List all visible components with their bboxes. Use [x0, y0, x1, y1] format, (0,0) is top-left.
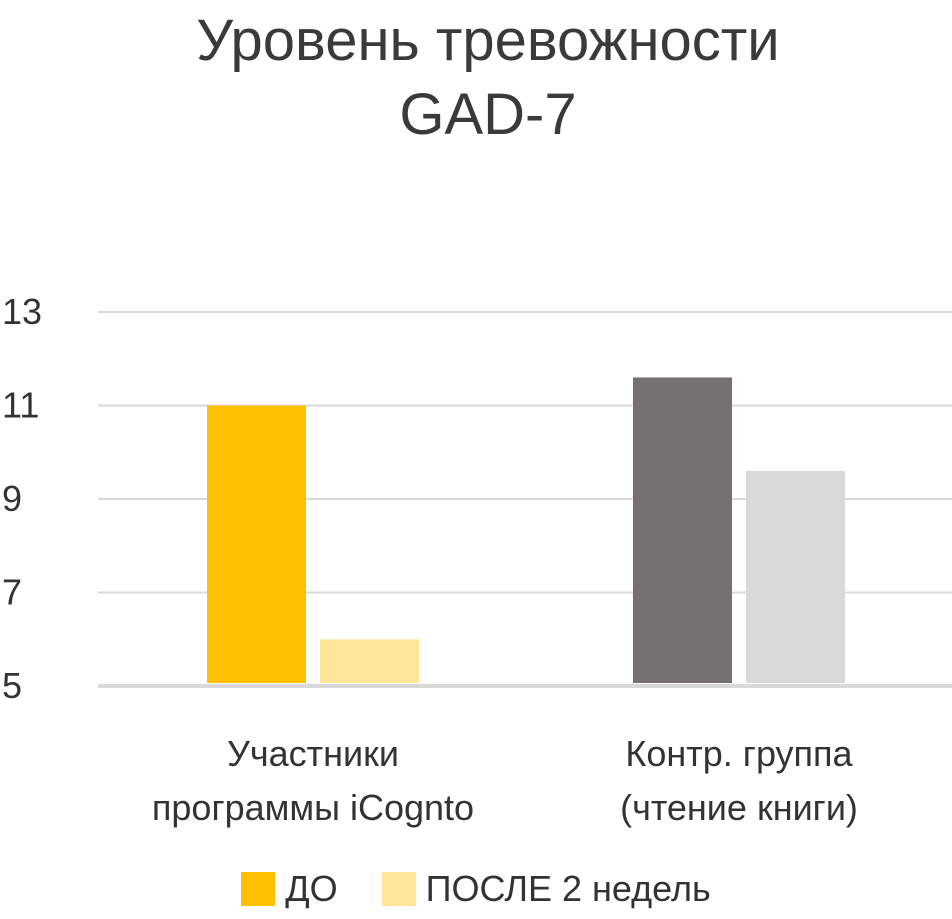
chart-title-line-2: GAD-7: [399, 82, 577, 147]
legend-label-before: ДО: [285, 868, 338, 909]
legend-swatch-before: [241, 872, 276, 906]
chart-legend: ДО ПОСЛЕ 2 недель: [0, 868, 952, 910]
bar-1-after: [320, 639, 419, 683]
x-category-label-2-line-1: Контр. группа: [625, 733, 853, 774]
y-tick-label-11: 11: [2, 385, 39, 426]
x-category-label-1-line-1: Участники: [227, 733, 399, 774]
legend-swatch-after: [381, 872, 416, 906]
y-tick-label-13: 13: [2, 291, 42, 332]
x-category-label-1-line-2: программы iCognto: [152, 787, 474, 828]
bar-2-after: [746, 470, 845, 683]
bar-chart: 5 7 9 11 13 Участники программы iCognto Контр. …: [2, 291, 952, 828]
legend-label-after: ПОСЛЕ 2 недель: [425, 868, 711, 909]
chart-title: Уровень тревожности GAD-7: [0, 4, 952, 152]
y-tick-label-5: 5: [2, 665, 22, 706]
legend-item-before: ДО: [241, 868, 338, 910]
bar-1-before: [207, 405, 306, 683]
bar-2-before: [633, 377, 732, 683]
legend-item-after: ПОСЛЕ 2 недель: [381, 868, 711, 910]
y-tick-label-9: 9: [2, 478, 22, 519]
chart-title-line-1: Уровень тревожности: [196, 8, 780, 73]
x-category-label-2-line-2: (чтение книги): [620, 787, 858, 828]
y-tick-label-7: 7: [2, 572, 22, 613]
